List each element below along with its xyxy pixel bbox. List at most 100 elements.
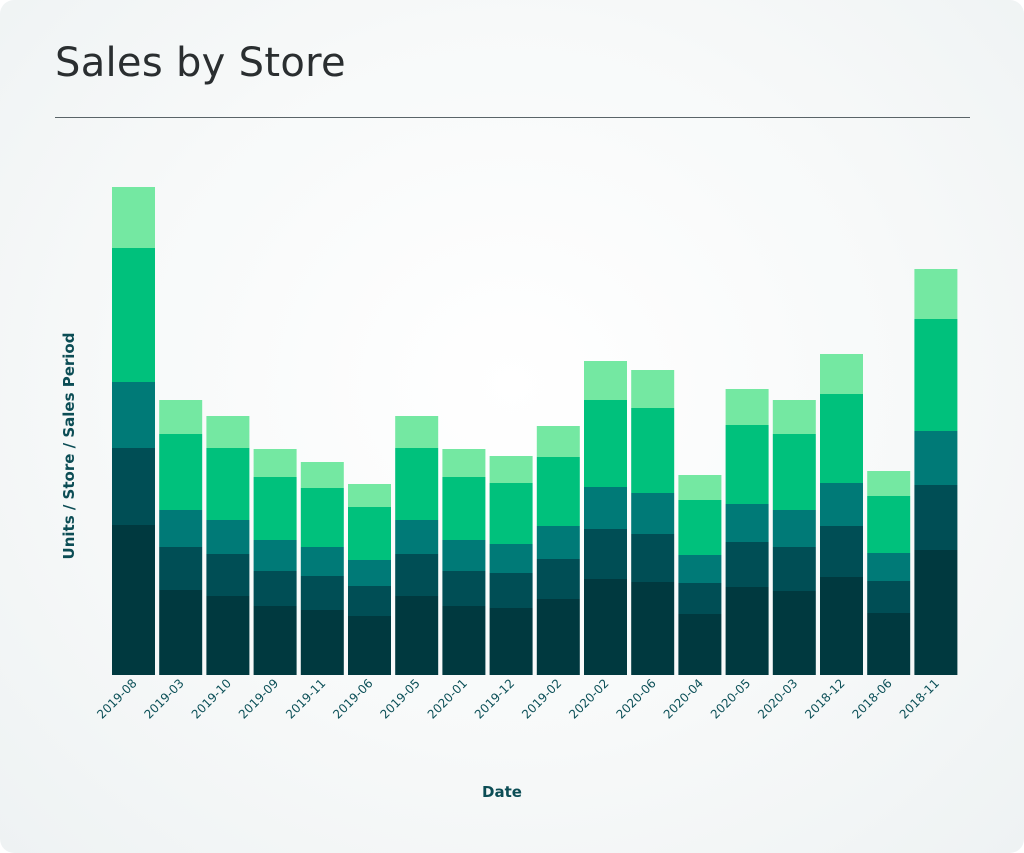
bar-2018-06-segment-5 <box>867 471 911 496</box>
bar-2020-01-segment-4 <box>442 477 486 540</box>
x-tick-label: 2020-04 <box>661 676 706 721</box>
bar-2018-12-segment-4 <box>820 394 863 483</box>
bar-2019-10-segment-4 <box>206 448 250 520</box>
x-tick-label: 2019-08 <box>94 676 139 721</box>
x-tick-label: 2019-05 <box>377 676 422 721</box>
bar-2019-11-segment-4 <box>300 488 344 547</box>
bar-2019-11-segment-3 <box>300 547 344 576</box>
bar-2018-11-segment-4 <box>914 319 958 431</box>
x-axis-label: Date <box>482 783 522 801</box>
bar-2019-02-segment-4 <box>536 457 580 526</box>
bar-2020-03-segment-4 <box>772 434 816 510</box>
x-tick-label: 2019-12 <box>472 676 517 721</box>
bar-2020-02-segment-1 <box>584 579 627 675</box>
bar-2020-04-segment-4 <box>678 500 722 555</box>
bar-2020-03-segment-5 <box>772 400 816 434</box>
bar-2019-06-segment-2 <box>348 586 391 616</box>
bar-2020-03-segment-1 <box>772 591 816 675</box>
bar-2020-03-segment-2 <box>772 547 816 591</box>
bar-2020-02-segment-5 <box>584 361 627 400</box>
bar-2019-12-segment-2 <box>489 573 533 608</box>
bar-2019-09-segment-3 <box>253 540 297 571</box>
bar-2018-06-segment-2 <box>867 581 911 613</box>
x-tick-label: 2018-12 <box>802 676 847 721</box>
bar-2019-12-segment-5 <box>489 456 533 483</box>
bar-2019-02-segment-2 <box>536 559 580 599</box>
bar-2019-10-segment-3 <box>206 520 250 554</box>
bar-2019-05-segment-5 <box>395 416 439 448</box>
x-tick-label: 2020-06 <box>613 676 658 721</box>
bar-2020-06-segment-2 <box>631 534 675 582</box>
bar-2018-12-segment-3 <box>820 483 863 526</box>
bar-2019-09-segment-5 <box>253 449 297 477</box>
bar-2019-05-segment-1 <box>395 596 439 675</box>
bar-2019-10-segment-1 <box>206 596 250 675</box>
x-tick-label: 2020-02 <box>566 676 611 721</box>
bar-2020-02-segment-3 <box>584 487 627 529</box>
bar-2018-11-segment-2 <box>914 485 958 550</box>
bar-2019-06-segment-4 <box>348 507 391 560</box>
bar-2020-01-segment-2 <box>442 571 486 606</box>
bar-2018-12-segment-1 <box>820 577 863 675</box>
x-tick-label: 2018-11 <box>897 676 942 721</box>
bar-2020-01-segment-3 <box>442 540 486 571</box>
bar-2019-03-segment-1 <box>159 590 203 675</box>
bar-2019-12-segment-1 <box>489 608 533 675</box>
bar-2019-06-segment-1 <box>348 616 391 675</box>
bar-2019-06-segment-5 <box>348 484 391 507</box>
bar-2019-10-segment-2 <box>206 554 250 596</box>
bar-2018-11-segment-5 <box>914 269 958 319</box>
bar-2020-05-segment-1 <box>725 587 769 675</box>
bar-2020-06-segment-3 <box>631 493 675 534</box>
bar-2018-06-segment-4 <box>867 496 911 553</box>
bar-2020-02-segment-4 <box>584 400 627 487</box>
bar-2019-02-segment-3 <box>536 526 580 559</box>
bar-2019-10-segment-5 <box>206 416 250 448</box>
bar-2018-11-segment-3 <box>914 431 958 485</box>
bar-2019-08-segment-1 <box>112 525 155 675</box>
x-tick-label: 2019-10 <box>189 676 234 721</box>
bar-2020-06-segment-4 <box>631 408 675 493</box>
y-axis-label: Units / Store / Sales Period <box>60 333 78 560</box>
bar-2020-04-segment-2 <box>678 583 722 614</box>
bar-2019-11-segment-5 <box>300 462 344 488</box>
bar-2019-11-segment-1 <box>300 610 344 675</box>
x-tick-label: 2018-06 <box>849 676 894 721</box>
x-tick-label: 2019-11 <box>283 676 328 721</box>
bar-2019-08-segment-5 <box>112 187 155 248</box>
bar-2019-08-segment-2 <box>112 448 155 525</box>
bar-2019-03-segment-3 <box>159 510 203 547</box>
bar-2020-06-segment-1 <box>631 582 675 675</box>
bar-2019-08-segment-3 <box>112 382 155 448</box>
x-tick-label: 2020-03 <box>755 676 800 721</box>
x-tick-label: 2020-05 <box>708 676 753 721</box>
bar-2019-05-segment-4 <box>395 448 439 520</box>
bar-2018-12-segment-2 <box>820 526 863 577</box>
title-divider <box>55 117 970 118</box>
bar-2018-06-segment-1 <box>867 613 911 675</box>
chart-title: Sales by Store <box>55 40 346 86</box>
bar-2019-02-segment-1 <box>536 599 580 675</box>
bar-2020-02-segment-2 <box>584 529 627 579</box>
bar-2020-05-segment-4 <box>725 425 769 504</box>
bar-2019-08-segment-4 <box>112 248 155 382</box>
bar-2018-12-segment-5 <box>820 354 863 394</box>
bar-2019-12-segment-3 <box>489 544 533 573</box>
bar-2019-02-segment-5 <box>536 426 580 457</box>
bar-2020-01-segment-1 <box>442 606 486 675</box>
bar-2019-03-segment-4 <box>159 434 203 510</box>
bar-2019-09-segment-4 <box>253 477 297 540</box>
bar-2020-05-segment-5 <box>725 389 769 425</box>
bar-2018-11-segment-1 <box>914 550 958 675</box>
bar-2018-06-segment-3 <box>867 553 911 581</box>
x-tick-label: 2020-01 <box>425 676 470 721</box>
bar-2019-03-segment-5 <box>159 400 203 434</box>
bars-group <box>112 187 958 675</box>
bar-2020-03-segment-3 <box>772 510 816 547</box>
x-tick-label: 2019-09 <box>236 676 281 721</box>
bar-2019-05-segment-2 <box>395 554 439 596</box>
x-tick-label: 2019-02 <box>519 676 564 721</box>
bar-2019-09-segment-2 <box>253 571 297 606</box>
